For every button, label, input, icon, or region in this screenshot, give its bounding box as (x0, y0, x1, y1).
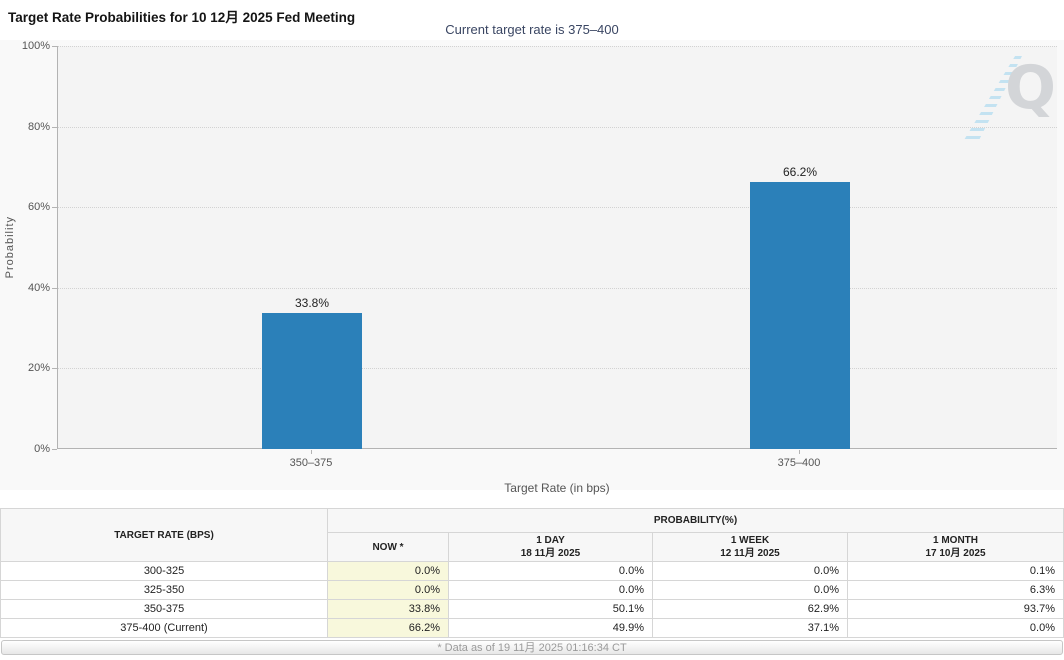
prob-table-body: 300-325 0.0% 0.0% 0.0% 0.1% 325-350 0.0% 0.0% 0.… (0, 561, 1064, 638)
probability-cell: 0.0% (448, 580, 653, 600)
x-tick-mark (799, 450, 800, 454)
probability-table: TARGET RATE (BPS) PROBABILITY(%) NOW * 1 … (0, 508, 1064, 638)
probability-cell: 0.1% (847, 561, 1064, 581)
bar-value-label: 66.2% (782, 165, 818, 179)
x-tick-mark (311, 450, 312, 454)
x-axis-title: Target Rate (in bps) (504, 481, 610, 495)
chart-region: Probability 33.8% 66.2% Q Target Rate (in… (0, 40, 1064, 495)
column-header: 1 WEEK 12 11月 2025 (652, 532, 848, 562)
table-row: 375-400 (Current) 66.2% 49.9% 37.1% 0.0% (0, 618, 1064, 638)
bar-value-label: 33.8% (294, 296, 330, 310)
now-probability-cell: 66.2% (327, 618, 449, 638)
table-header: TARGET RATE (BPS) PROBABILITY(%) NOW * 1 … (0, 508, 1064, 562)
probability-table-wrap: TARGET RATE (BPS) PROBABILITY(%) NOW * 1 … (0, 508, 1064, 638)
y-tick-mark (52, 207, 57, 208)
now-probability-cell: 33.8% (327, 599, 449, 619)
page-title: Target Rate Probabilities for 10 12月 202… (8, 10, 356, 25)
probability-cell: 62.9% (652, 599, 848, 619)
target-rate-cell: 375-400 (Current) (0, 618, 328, 638)
table-row: 325-350 0.0% 0.0% 0.0% 6.3% (0, 580, 1064, 600)
probability-bar (262, 313, 362, 449)
probability-cell: 0.0% (652, 561, 848, 581)
y-tick-label: 20% (27, 362, 50, 374)
y-tick-label: 100% (21, 40, 50, 52)
y-tick-mark (52, 368, 57, 369)
x-tick-label: 350–375 (289, 457, 333, 469)
probability-cell: 50.1% (448, 599, 653, 619)
table-row: 300-325 0.0% 0.0% 0.0% 0.1% (0, 561, 1064, 581)
gridline (58, 368, 1057, 369)
y-tick-mark (52, 288, 57, 289)
column-header: 1 DAY 18 11月 2025 (448, 532, 653, 562)
quikstrike-watermark: Q (962, 52, 1058, 144)
x-tick-label: 375–400 (777, 457, 821, 469)
target-rate-cell: 350-375 (0, 599, 328, 619)
y-tick-mark (52, 127, 57, 128)
probability-bar (750, 182, 850, 449)
probability-cell: 0.0% (847, 618, 1064, 638)
now-probability-cell: 0.0% (327, 561, 449, 581)
probability-cell: 93.7% (847, 599, 1064, 619)
probability-cell: 0.0% (652, 580, 848, 600)
probability-cell: 6.3% (847, 580, 1064, 600)
probability-cell: 0.0% (448, 561, 653, 581)
column-header: NOW * (327, 532, 449, 562)
table-row: 350-375 33.8% 50.1% 62.9% 93.7% (0, 599, 1064, 619)
y-tick-mark (52, 449, 57, 450)
y-tick-mark (52, 46, 57, 47)
y-tick-label: 60% (27, 201, 50, 213)
probability-group-header: PROBABILITY(%) (327, 508, 1064, 533)
y-axis-title: Probability (4, 216, 16, 279)
y-tick-label: 0% (34, 443, 50, 455)
gridline (58, 288, 1057, 289)
gridline (58, 207, 1057, 208)
current-target-rate-subtitle: Current target rate is 375–400 (445, 22, 619, 37)
column-header: 1 MONTH 17 10月 2025 (847, 532, 1064, 562)
probability-cell: 37.1% (652, 618, 848, 638)
gridline (58, 127, 1057, 128)
now-probability-cell: 0.0% (327, 580, 449, 600)
gridline (58, 46, 1057, 47)
quikstrike-q-icon: Q (1004, 53, 1056, 123)
target-rate-header: TARGET RATE (BPS) (0, 508, 328, 562)
y-tick-label: 80% (27, 121, 50, 133)
target-rate-cell: 300-325 (0, 561, 328, 581)
data-as-of-note: * Data as of 19 11月 2025 01:16:34 CT (1, 640, 1063, 655)
target-rate-cell: 325-350 (0, 580, 328, 600)
probability-cell: 49.9% (448, 618, 653, 638)
y-tick-label: 40% (27, 282, 50, 294)
sub-header-row: NOW * 1 DAY 18 11月 2025 1 WEEK 12 11月 2025 1 … (1, 532, 1064, 562)
plot-area: 33.8% 66.2% (57, 46, 1057, 449)
